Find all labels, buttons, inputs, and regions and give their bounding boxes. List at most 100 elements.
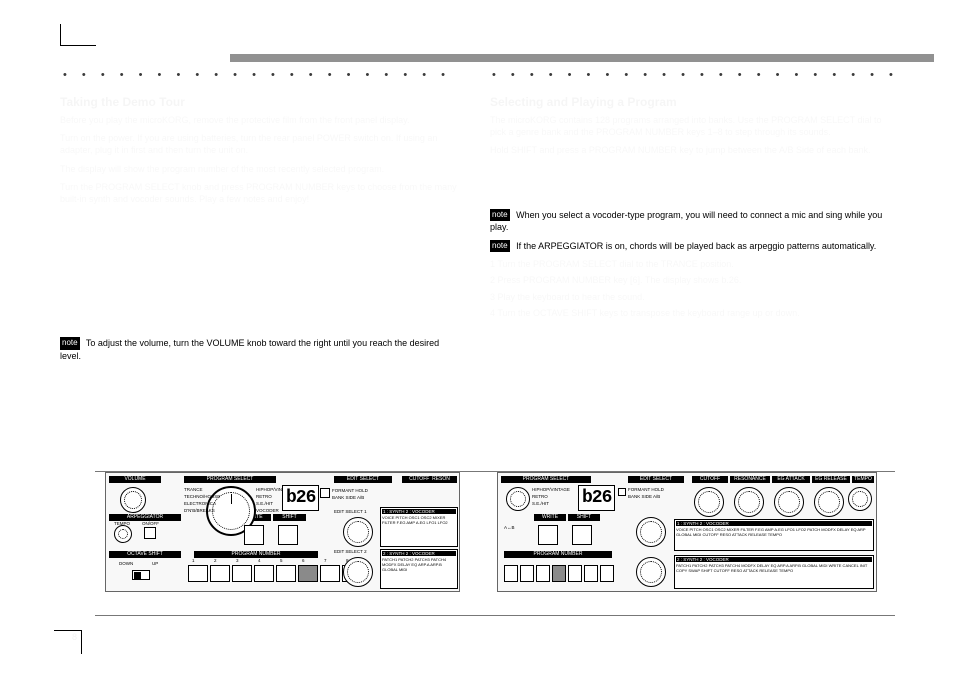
right-note-0: note When you select a vocoder-type prog… xyxy=(490,209,890,234)
pn-5: 5 xyxy=(280,558,283,564)
resonance-knob[interactable] xyxy=(734,487,764,517)
hdr-tempo: TEMPO xyxy=(852,476,874,483)
hdr-programselect-r: PROGRAM SELECT xyxy=(501,476,591,483)
hdr-resonance: RESONANCE xyxy=(730,476,770,483)
timbre-hdr-1: 1 : SYNTH 2 : VOCODER xyxy=(382,509,456,514)
program-select-dial-r[interactable] xyxy=(506,487,530,511)
timbre-hdr-2: 2 : SYNTH 2 : VOCODER xyxy=(382,551,456,556)
arp-tempo-label: TEMPO xyxy=(114,521,130,527)
prog-key-6[interactable] xyxy=(298,565,318,582)
prog-key-r-6[interactable] xyxy=(584,565,598,582)
cutoff-knob[interactable] xyxy=(694,487,724,517)
prog-key-1[interactable] xyxy=(188,565,208,582)
hdr-cutoff-blank: CUTOFF RESON xyxy=(402,476,457,483)
hdr-arpeggiator: ARPEGGIATOR xyxy=(109,514,181,521)
prog-key-7[interactable] xyxy=(320,565,340,582)
header-rule xyxy=(230,54,934,62)
prog-key-r-2[interactable] xyxy=(520,565,534,582)
right-steps: 1 Turn the PROGRAM SELECT dial to the TR… xyxy=(490,258,890,319)
pn-2: 2 xyxy=(214,558,217,564)
oct-down-label: DOWN xyxy=(119,561,133,567)
bank-label: BANK SIDE A/B xyxy=(332,495,364,501)
edit-select-1-knob-r[interactable] xyxy=(636,517,666,547)
dots-right: • • • • • • • • • • • • • • • • • • • • … xyxy=(492,68,902,83)
hdr-egattack: EG ATTACK xyxy=(772,476,810,483)
edit-select-2-knob-r[interactable] xyxy=(636,557,666,587)
note-badge: note xyxy=(60,337,80,350)
psel-r-c: S.E./HIT xyxy=(532,501,549,507)
pn-7: 7 xyxy=(324,558,327,564)
step-2: 2 Press PROGRAM NUMBER key [6]. The disp… xyxy=(490,274,890,286)
note-badge: note xyxy=(490,240,510,253)
prog-key-row xyxy=(188,565,362,582)
es1-label: EDIT SELECT 1 xyxy=(334,509,367,515)
arp-label-r: A↔B xyxy=(504,525,515,531)
tempo-knob[interactable] xyxy=(848,487,872,511)
prog-key-5[interactable] xyxy=(276,565,296,582)
formant-led-r xyxy=(618,488,626,496)
panel-diagram-left: VOLUME PROGRAM SELECT EDIT SELECT CUTOFF… xyxy=(105,472,460,592)
psel-3: D'N'B/BREAKS xyxy=(184,508,215,514)
left-note-text: To adjust the volume, turn the VOLUME kn… xyxy=(60,338,439,361)
left-para-0: Before you play the microKORG, remove th… xyxy=(60,114,460,126)
note-badge: note xyxy=(490,209,510,222)
shift-button-r[interactable] xyxy=(572,525,592,545)
panel-diagram-wrap: VOLUME PROGRAM SELECT EDIT SELECT CUTOFF… xyxy=(95,471,895,616)
egattack-knob[interactable] xyxy=(774,487,804,517)
param-block-1: 1 : SYNTH 2 : VOCODER VOICE PITCH OSC1 O… xyxy=(380,507,458,547)
prog-key-r-1[interactable] xyxy=(504,565,518,582)
corner-rule xyxy=(60,24,96,46)
hdr-prognumber-r: PROGRAM NUMBER xyxy=(504,551,612,558)
step-4: 4 Turn the OCTAVE SHIFT keys to transpos… xyxy=(490,307,890,319)
right-column: Selecting and Playing a Program The micr… xyxy=(490,88,890,323)
write-button-r[interactable] xyxy=(538,525,558,545)
psel-5: RETRO xyxy=(256,494,272,500)
right-note-1: note If the ARPEGGIATOR is on, chords wi… xyxy=(490,240,890,253)
prog-key-r-3[interactable] xyxy=(536,565,550,582)
prog-key-4[interactable] xyxy=(254,565,274,582)
seven-seg-display-r: b26 xyxy=(578,485,615,511)
psel-2: ELECTRONICA xyxy=(184,501,216,507)
psel-r-b: RETRO xyxy=(532,494,548,500)
timbre-hdr-r2: 2 : SYNTH 2 : VOCODER xyxy=(676,557,872,562)
left-column: Taking the Demo Tour Before you play the… xyxy=(60,88,460,368)
prog-key-row-r xyxy=(504,565,614,582)
arp-tempo-knob[interactable] xyxy=(114,525,132,543)
hdr-editselect: EDIT SELECT xyxy=(334,476,392,483)
volume-knob[interactable] xyxy=(120,487,146,513)
arp-onoff-label: ON/OFF xyxy=(142,521,159,527)
prog-key-r-5[interactable] xyxy=(568,565,582,582)
hdr-cutoff: CUTOFF xyxy=(692,476,728,483)
left-para-2: The display will show the program number… xyxy=(60,163,460,175)
psel-7: VOCODER xyxy=(256,508,279,514)
right-note-text-1: If the ARPEGGIATOR is on, chords will be… xyxy=(516,241,876,251)
page-number: 8 xyxy=(54,630,82,654)
hdr-editselect-r: EDIT SELECT xyxy=(628,476,684,483)
egrelease-knob[interactable] xyxy=(814,487,844,517)
write-button[interactable] xyxy=(244,525,264,545)
hdr-volume: VOLUME xyxy=(109,476,161,483)
bank-label-r: BANK SIDE A/B xyxy=(628,494,660,500)
right-para-1: Hold SHIFT and press a PROGRAM NUMBER ke… xyxy=(490,144,890,156)
param-block-2: 2 : SYNTH 2 : VOCODER PATCH1 PATCH2 PATC… xyxy=(380,549,458,589)
arp-onoff[interactable] xyxy=(144,527,156,539)
prog-key-3[interactable] xyxy=(232,565,252,582)
octave-toggle[interactable] xyxy=(132,570,150,580)
psel-0: TRANCE xyxy=(184,487,203,493)
prog-key-r-4[interactable] xyxy=(552,565,566,582)
dots-left: • • • • • • • • • • • • • • • • • • • • … xyxy=(63,68,458,83)
edit-select-2-knob[interactable] xyxy=(343,557,373,587)
pn-3: 3 xyxy=(236,558,239,564)
prog-key-2[interactable] xyxy=(210,565,230,582)
left-para-3: Turn the PROGRAM SELECT knob and press P… xyxy=(60,181,460,205)
edit-select-1-knob[interactable] xyxy=(343,517,373,547)
step-1: 1 Turn the PROGRAM SELECT dial to the TR… xyxy=(490,258,890,270)
psel-r-a: HIPHOP/VINTAGE xyxy=(532,487,570,493)
right-para-0: The microKORG contains 128 programs arra… xyxy=(490,114,890,138)
shift-button[interactable] xyxy=(278,525,298,545)
left-title: Taking the Demo Tour xyxy=(60,94,460,110)
left-note: note To adjust the volume, turn the VOLU… xyxy=(60,337,460,362)
right-note-text-0: When you select a vocoder-type program, … xyxy=(490,210,882,233)
psel-1: TECHNO/HOUSE xyxy=(184,494,220,500)
prog-key-r-7[interactable] xyxy=(600,565,614,582)
